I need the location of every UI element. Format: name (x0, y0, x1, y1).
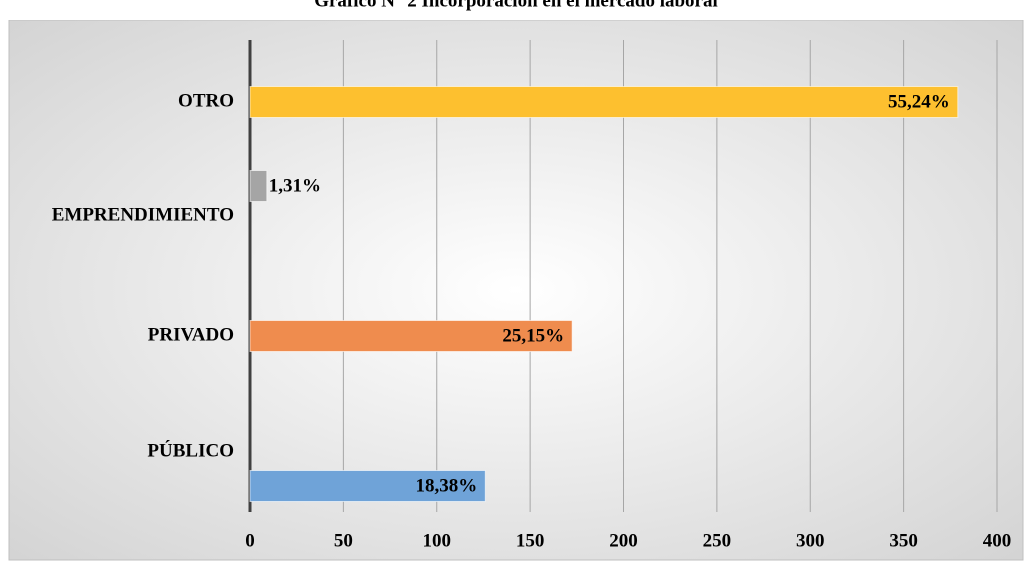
x-tick-label: 250 (703, 530, 732, 551)
data-label: 25,15% (502, 325, 564, 346)
x-tick-label: 50 (334, 530, 353, 551)
y-tick-label: PRIVADO (148, 324, 234, 345)
title-band (0, 0, 1032, 20)
x-tick-label: 150 (516, 530, 545, 551)
x-tick-label: 400 (983, 530, 1012, 551)
x-tick-label: 300 (796, 530, 825, 551)
bar (249, 320, 573, 352)
x-tick-label: 0 (245, 530, 255, 551)
y-tick-label: OTRO (178, 90, 234, 111)
x-tick-label: 200 (609, 530, 638, 551)
bar (249, 86, 959, 118)
chart-title: Gráfico N° 2 Incorporación en el mercado… (314, 0, 718, 11)
y-tick-label: EMPRENDIMIENTO (52, 204, 234, 225)
x-tick-label: 350 (889, 530, 918, 551)
bar (249, 170, 268, 202)
data-label: 1,31% (269, 175, 321, 196)
x-tick-label: 100 (423, 530, 452, 551)
bar (249, 470, 486, 502)
data-label: 18,38% (416, 475, 478, 496)
data-label: 55,24% (888, 91, 950, 112)
y-tick-label: PÚBLICO (147, 439, 234, 461)
